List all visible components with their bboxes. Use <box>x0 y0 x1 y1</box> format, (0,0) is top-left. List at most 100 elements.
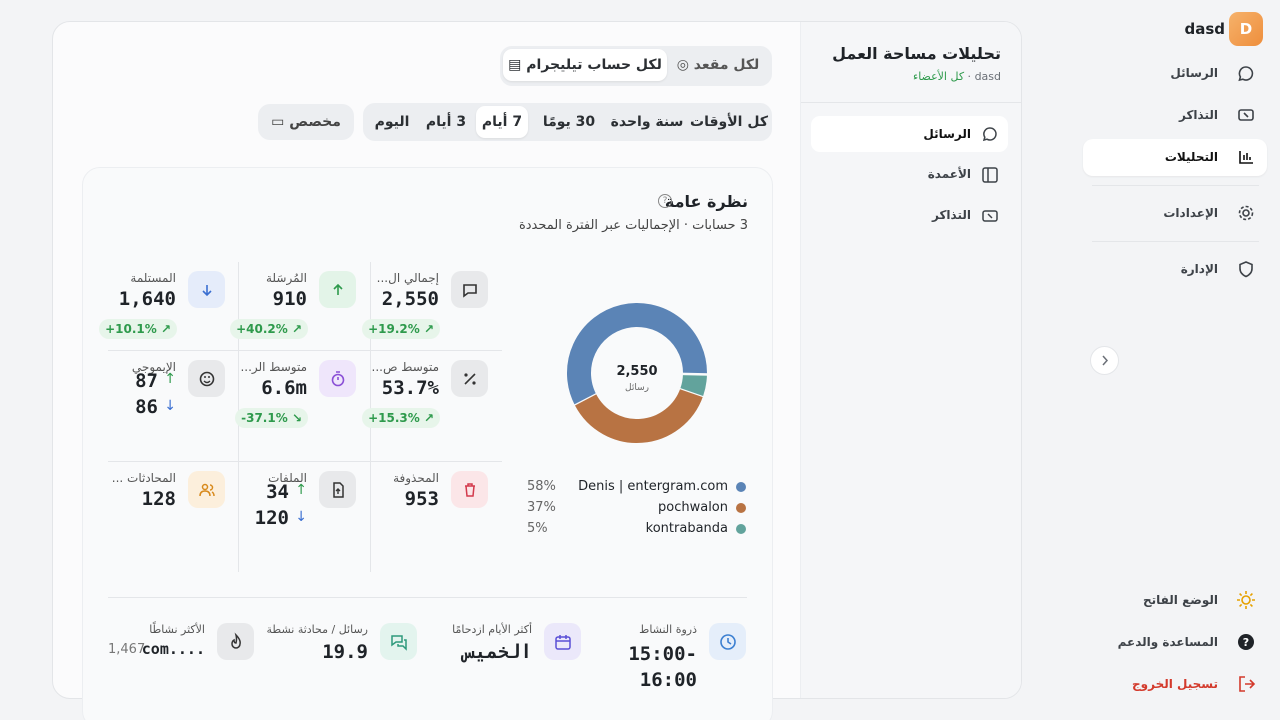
arrow-up: ↑ <box>164 371 176 387</box>
avatar[interactable]: D <box>1229 12 1263 46</box>
range-tab[interactable]: 7 أيام <box>476 106 528 138</box>
stat-icon <box>319 471 356 508</box>
stat-label: الملفات <box>268 471 307 485</box>
svg-text:?: ? <box>1243 636 1249 649</box>
icon <box>201 284 212 296</box>
legend-dot <box>736 524 746 534</box>
stat-label: المُرسَلة <box>265 271 307 285</box>
nav-item[interactable]: التذاكر <box>1178 108 1218 122</box>
stat-value: 953 <box>404 488 439 510</box>
arrow-down: ↓ <box>295 509 307 525</box>
stat-icon <box>451 271 488 308</box>
analytics-panel: تحليلات مساحة العمل dasd · كل الأعضاء ال… <box>800 22 1021 698</box>
members[interactable]: كل الأعضاء <box>913 70 965 83</box>
donut-segment <box>567 303 707 406</box>
highlight-label: الأكثر نشاطًا <box>149 623 205 636</box>
nav-item[interactable]: التحليلات <box>1164 150 1218 164</box>
highlight-value: 15:00-16:00 <box>628 643 697 691</box>
icon <box>230 632 241 649</box>
stat-icon <box>319 360 356 397</box>
change-value: +40.2% <box>236 322 288 336</box>
panel-title: تحليلات مساحة العمل <box>832 44 1001 63</box>
grid-line <box>108 461 502 462</box>
segment-gap <box>680 372 710 376</box>
icon <box>198 483 215 496</box>
legend-value: 37% <box>527 500 556 515</box>
change-chip: +10.1% ↗ <box>99 319 177 339</box>
icon <box>463 372 476 385</box>
brand: dasd <box>1184 20 1225 38</box>
highlight-label: رسائل / محادثة نشطة <box>266 623 368 636</box>
nav-item[interactable]: الرسائل <box>1170 66 1218 80</box>
nav-item[interactable]: الإدارة <box>1180 262 1218 276</box>
nav-item[interactable]: المساعدة والدعم <box>1117 635 1218 649</box>
logout[interactable]: تسجيل الخروج <box>1132 677 1218 691</box>
highlight-icon <box>380 623 417 660</box>
overview-title: نظرة عامة <box>664 192 748 211</box>
icon <box>554 634 571 650</box>
icon <box>719 633 736 650</box>
donut-chart <box>567 303 710 443</box>
stat-label: إجمالي ال... <box>376 271 439 285</box>
panel-nav-item[interactable]: الرسائل <box>923 127 971 141</box>
icon <box>331 370 344 386</box>
range-tab[interactable]: 3 أيام <box>425 114 467 130</box>
overview-card <box>82 167 773 720</box>
chevron <box>1102 355 1109 366</box>
custom-range[interactable]: مخصص ▭ <box>258 104 354 140</box>
collapse-button[interactable] <box>1090 346 1119 375</box>
stat-icon <box>451 471 488 508</box>
donut-segment <box>575 387 704 443</box>
panel-nav-item[interactable]: الأعمدة <box>927 167 971 181</box>
nav-active-bg <box>1083 139 1267 176</box>
donut-center-label: رسائل <box>625 383 649 393</box>
trend-icon: ↗ <box>160 322 171 336</box>
nav-item[interactable]: الوضع الفاتح <box>1142 593 1218 607</box>
custom-label: مخصص <box>289 114 341 130</box>
scope-tab[interactable]: لكل حساب تيليجرام ▤ <box>503 49 667 81</box>
stat-label: المحذوفة <box>393 471 439 485</box>
divider <box>1092 241 1259 242</box>
divider <box>1092 185 1259 186</box>
icon <box>464 482 475 497</box>
help-icon[interactable]: ? <box>658 194 672 208</box>
stat-value: 53.7% <box>381 377 439 399</box>
grid-line <box>108 350 502 351</box>
icon <box>332 481 344 498</box>
divider <box>108 597 747 598</box>
stat-icon <box>188 360 225 397</box>
highlight-icon <box>217 623 254 660</box>
stat-icon <box>188 471 225 508</box>
trend-icon: ↗ <box>423 411 434 425</box>
workspace: dasd <box>974 70 1001 83</box>
highlight-value: الخميس <box>463 641 532 663</box>
tab-label: لكل مقعد <box>693 57 760 73</box>
highlight-icon <box>544 623 581 660</box>
panel-nav-active <box>811 116 1008 152</box>
stat-out: 86 <box>135 396 158 418</box>
stat-icon <box>188 271 225 308</box>
trend-icon: ↗ <box>423 322 434 336</box>
stat-in: 87 <box>135 370 158 392</box>
range-tab[interactable]: 30 يومًا <box>542 114 596 130</box>
range-tab[interactable]: سنة واحدة <box>610 114 684 130</box>
stat-value: 1,640 <box>118 288 176 310</box>
nav-item[interactable]: الإعدادات <box>1163 206 1218 220</box>
range-tab[interactable]: اليوم <box>374 114 410 130</box>
change-value: +15.3% <box>368 411 420 425</box>
stat-label: المحادثات ... <box>111 471 176 485</box>
scope-tab[interactable]: لكل مقعد ◎ <box>676 57 760 73</box>
scope-tabs: لكل حساب تيليجرام ▤ لكل مقعد ◎ <box>500 46 772 86</box>
change-value: +10.1% <box>105 322 157 336</box>
legend-label: kontrabanda <box>645 521 728 536</box>
panel-nav-item[interactable]: التذاكر <box>931 208 971 222</box>
trend-icon: ↘ <box>291 411 302 425</box>
donut-segment <box>680 373 707 396</box>
range-tab[interactable]: كل الأوقات <box>690 114 768 130</box>
tab-label: لكل حساب تيليجرام <box>526 57 662 73</box>
change-chip: -37.1% ↘ <box>235 408 308 428</box>
change-value: -37.1% <box>241 411 288 425</box>
stat-value: 2,550 <box>381 288 439 310</box>
segment-gap <box>678 386 706 398</box>
